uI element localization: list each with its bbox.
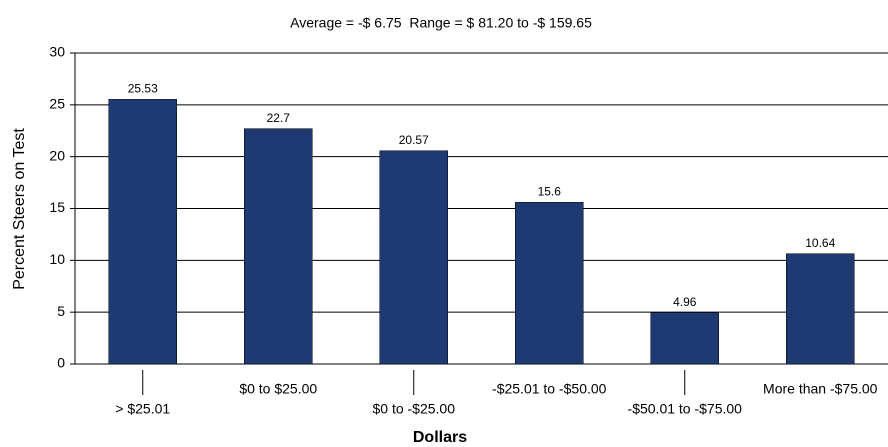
- y-tick-label: 15: [49, 199, 65, 215]
- value-label: 22.7: [267, 111, 291, 125]
- bar: [515, 202, 584, 365]
- x-tick-label: -$50.01 to -$75.00: [628, 401, 743, 417]
- value-label: 25.53: [128, 82, 158, 96]
- y-tick-label: 20: [49, 147, 65, 163]
- y-axis-title: Percent Steers on Test: [11, 128, 28, 290]
- x-tick-label: -$25.01 to -$50.00: [492, 381, 607, 397]
- value-label: 4.96: [673, 295, 697, 309]
- x-tick-label: $0 to $25.00: [239, 381, 317, 397]
- x-axis-title: Dollars: [413, 429, 467, 446]
- value-label: 20.57: [399, 133, 429, 147]
- value-label: 15.6: [538, 184, 562, 198]
- bar: [244, 128, 313, 365]
- value-label: 10.64: [805, 236, 835, 250]
- x-tick-label: > $25.01: [115, 401, 170, 417]
- bar: [786, 253, 855, 365]
- y-tick-label: 25: [49, 96, 65, 112]
- y-tick-label: 30: [49, 44, 65, 60]
- y-tick-label: 10: [49, 251, 65, 267]
- bar: [108, 99, 177, 365]
- y-tick-label: 5: [57, 303, 65, 319]
- x-tick-label: $0 to -$25.00: [372, 401, 455, 417]
- chart-title: Average = -$ 6.75 Range = $ 81.20 to -$ …: [290, 15, 592, 31]
- bar: [650, 312, 719, 365]
- y-tick-label: 0: [57, 355, 65, 371]
- bar: [379, 150, 448, 365]
- x-tick-label: More than -$75.00: [763, 381, 878, 397]
